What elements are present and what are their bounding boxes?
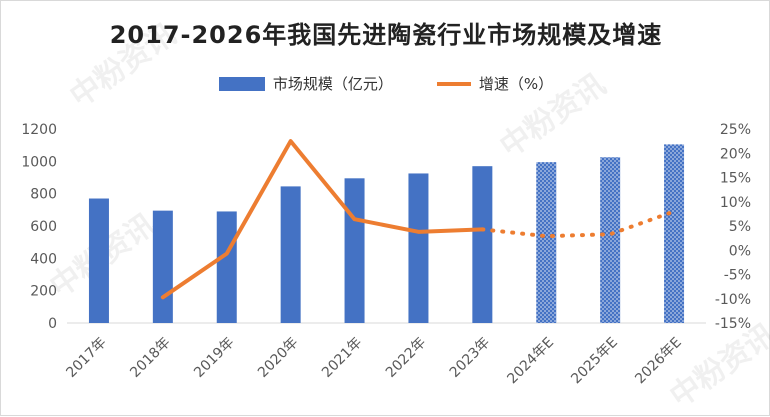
- bar: [216, 211, 237, 323]
- bar: [152, 210, 173, 323]
- x-axis-tick-label: 2023年: [447, 335, 493, 381]
- chart-title: 2017-2026年我国先进陶瓷行业市场规模及增速: [109, 21, 663, 49]
- x-axis-tick-label: 2021年: [319, 335, 365, 381]
- chart-legend: 市场规模（亿元） 增速（%）: [1, 73, 770, 94]
- x-axis-tick-label: 2020年: [255, 335, 301, 381]
- legend-label-bar: 市场规模（亿元）: [272, 75, 393, 93]
- growth-line-actual: [160, 139, 485, 300]
- legend-item-line: 增速（%）: [436, 73, 554, 94]
- growth-line-forecast: [480, 209, 677, 239]
- legend-item-bar: 市场规模（亿元）: [218, 73, 393, 94]
- x-axis-tick-label: 2022年: [383, 335, 429, 381]
- bar: [344, 178, 365, 323]
- right-axis-tick-label: 0%: [729, 243, 751, 259]
- forecast-bar: [536, 162, 557, 323]
- x-axis-tick-label: 2026年E: [632, 335, 685, 388]
- forecast-bar: [600, 157, 621, 323]
- legend-swatch-line: [436, 81, 471, 86]
- left-axis-tick-label: 800: [30, 187, 57, 203]
- left-axis-tick-label: 200: [30, 284, 57, 300]
- right-axis-tick-label: 5%: [729, 219, 751, 235]
- bar: [472, 166, 493, 323]
- bar: [280, 186, 301, 323]
- left-axis-tick-label: 1200: [21, 122, 57, 138]
- x-axis-tick-label: 2024年E: [504, 335, 557, 388]
- left-axis-tick-label: 1000: [21, 154, 57, 170]
- bar: [88, 198, 109, 323]
- right-axis-tick-label: -15%: [715, 316, 751, 332]
- bar: [408, 173, 429, 323]
- right-axis-tick-label: 10%: [720, 195, 751, 211]
- right-axis-tick-label: 25%: [720, 122, 751, 138]
- right-axis-tick-label: -10%: [715, 292, 751, 308]
- x-axis-tick-label: 2017年: [63, 335, 109, 381]
- left-axis-tick-label: 600: [30, 219, 57, 235]
- legend-swatch-bar: [218, 76, 265, 91]
- right-axis-tick-label: 20%: [720, 146, 751, 162]
- left-axis-tick-label: 400: [30, 251, 57, 267]
- right-axis-tick-label: -5%: [724, 268, 751, 284]
- left-axis-tick-label: 0: [48, 316, 57, 332]
- x-axis-tick-label: 2025年E: [568, 335, 621, 388]
- x-axis-tick-label: 2019年: [191, 335, 237, 381]
- legend-label-line: 增速（%）: [478, 75, 554, 93]
- x-axis-tick-label: 2018年: [127, 335, 173, 381]
- right-axis-tick-label: 15%: [720, 171, 751, 187]
- forecast-bar: [664, 144, 685, 323]
